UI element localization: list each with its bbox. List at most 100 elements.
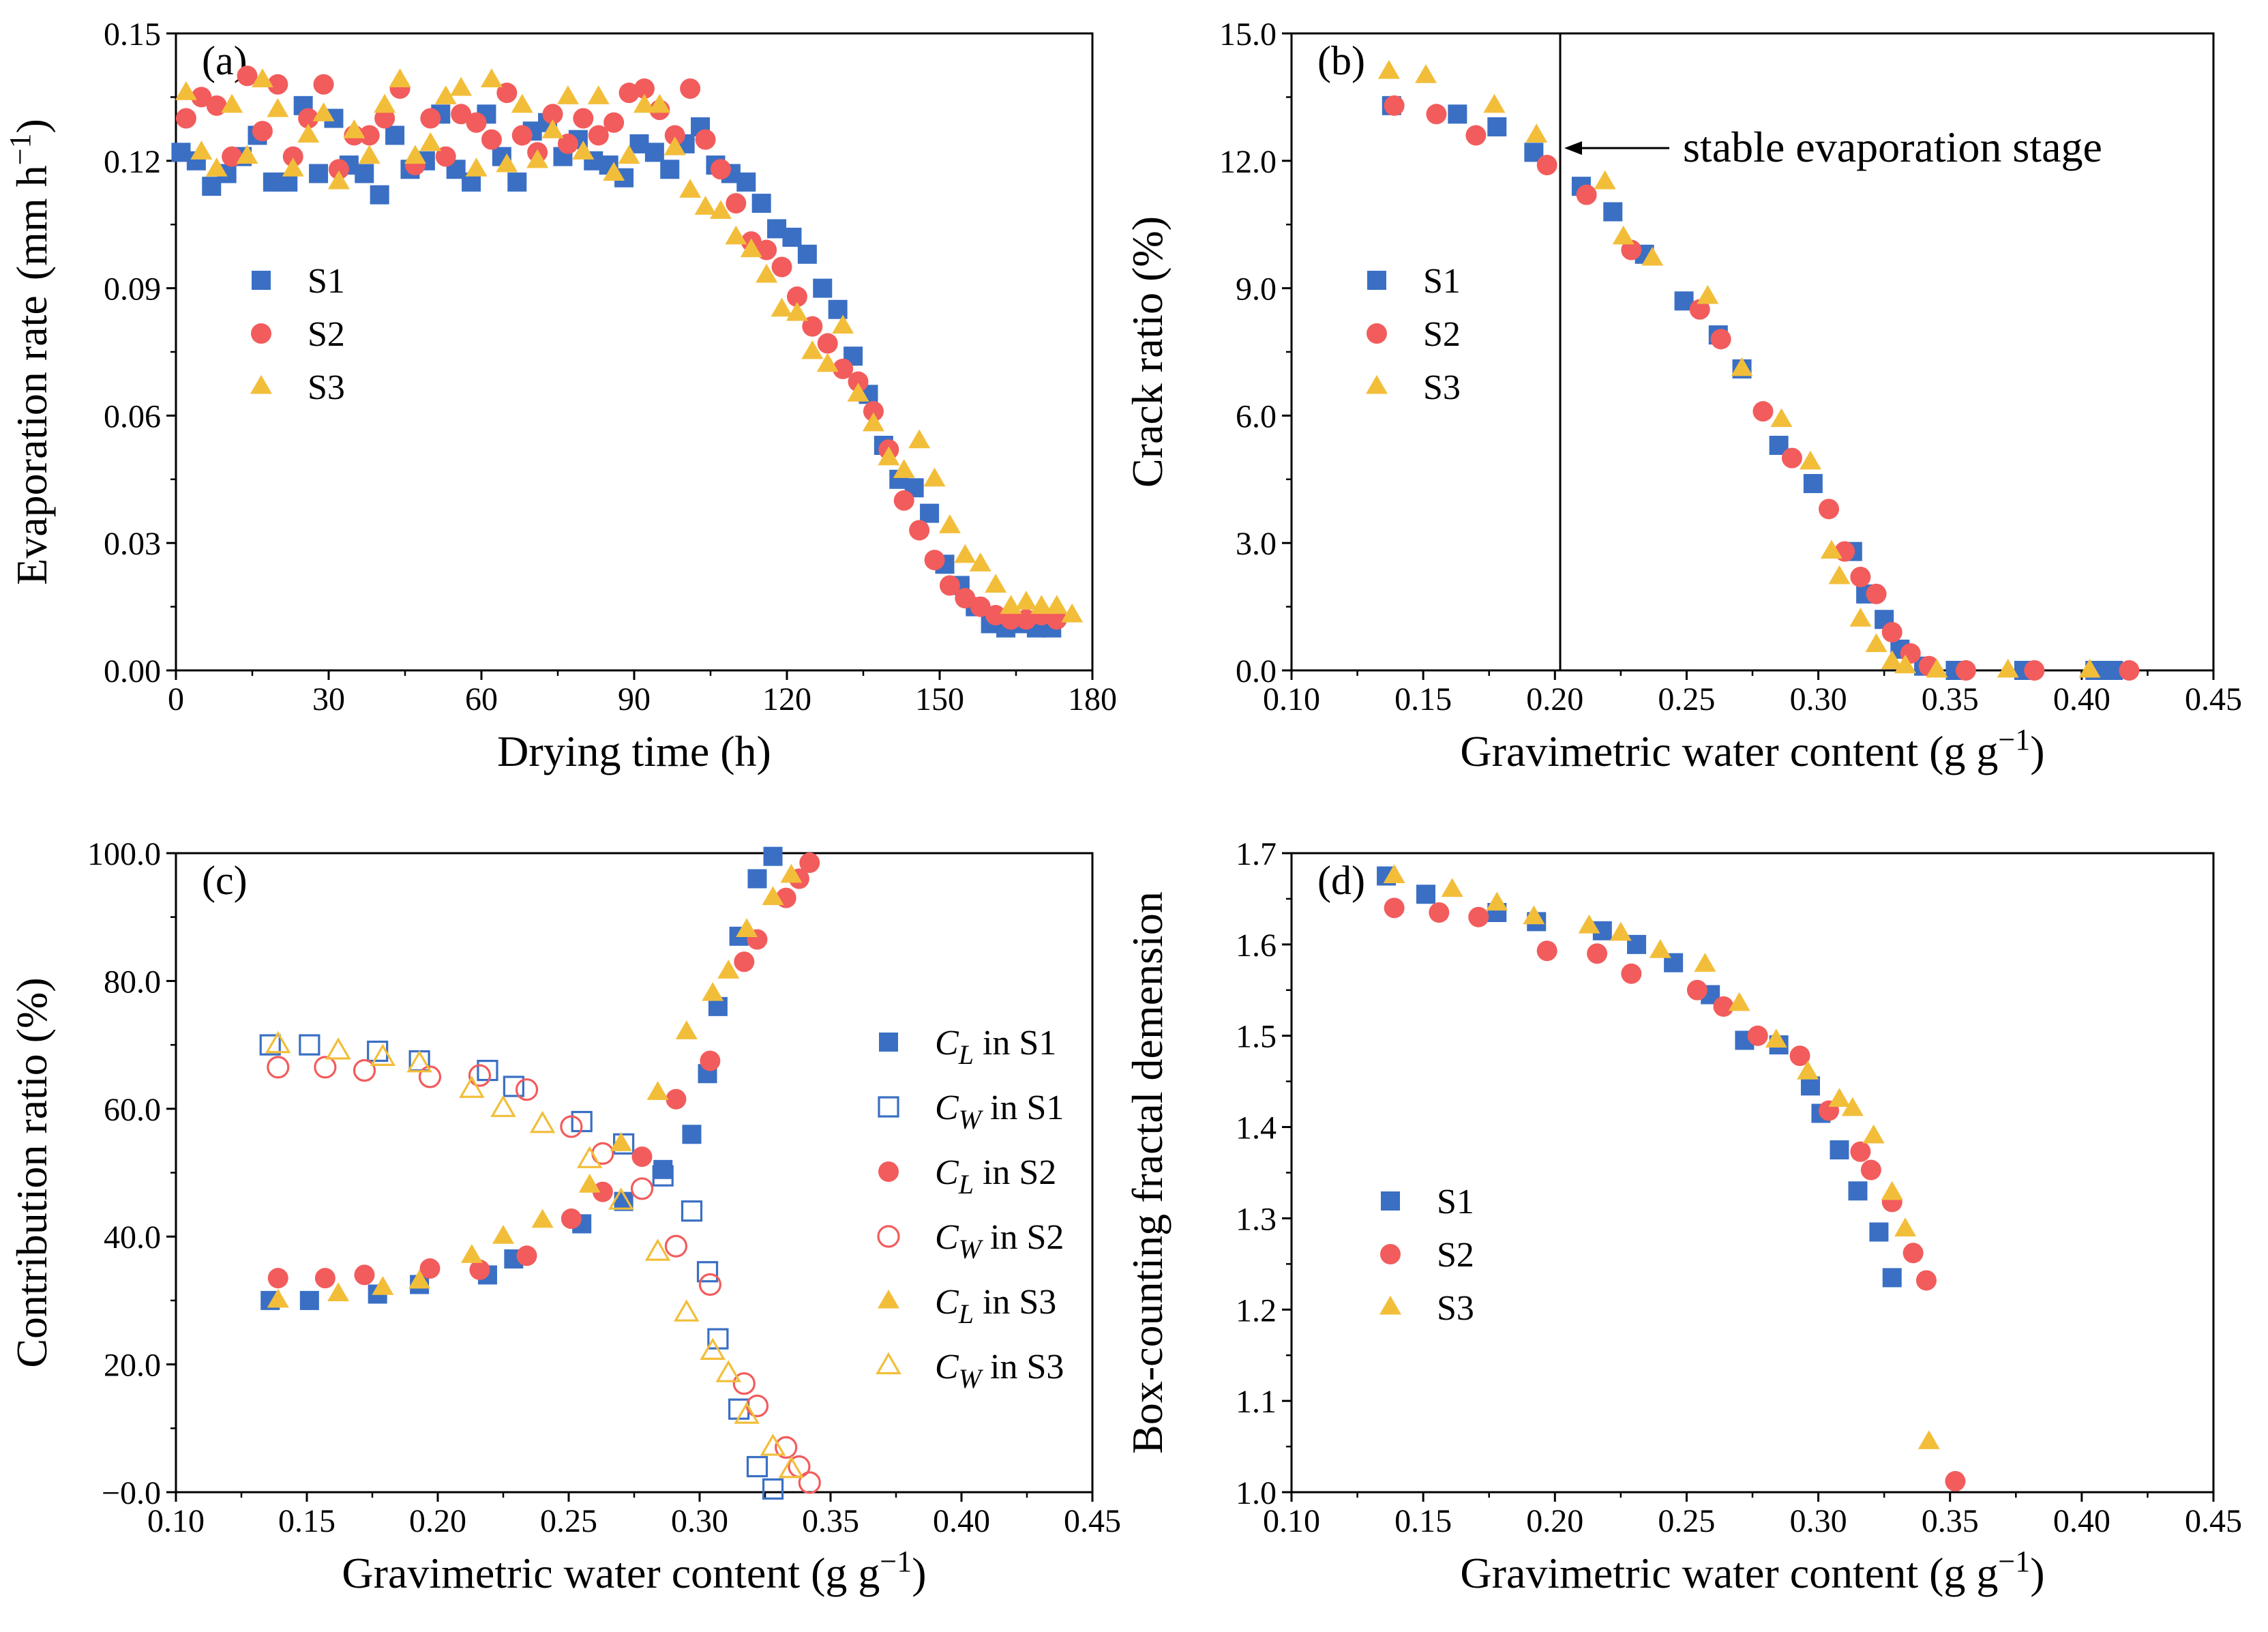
data-point <box>1523 905 1545 925</box>
data-point <box>1441 878 1463 897</box>
data-point <box>1384 95 1405 116</box>
data-point <box>591 1142 614 1165</box>
data-point <box>1000 609 1021 630</box>
data-point <box>1819 499 1840 520</box>
data-point <box>175 108 196 129</box>
y-tick-label: 100.0 <box>87 836 161 872</box>
data-point <box>709 200 732 220</box>
x-tick-label: 0.25 <box>540 1503 597 1539</box>
data-point <box>542 104 563 125</box>
data-point <box>1881 1181 1903 1200</box>
data-point <box>480 68 503 88</box>
y-tick-label: 40.0 <box>104 1219 161 1256</box>
data-point <box>576 1146 603 1168</box>
data-point <box>863 401 884 422</box>
y-axis-label: Box-counting fractal demension <box>1123 891 1172 1454</box>
data-point <box>477 1059 498 1082</box>
data-point <box>1828 565 1851 584</box>
data-point <box>680 78 701 99</box>
y-tick-label: 6.0 <box>1236 398 1277 434</box>
data-point <box>418 1065 442 1088</box>
panel-c: 0.10 0.15 0.20 0.25 0.30 0.35 0.40 0.45 −0.0 20.0… <box>8 836 1121 1597</box>
data-point <box>1697 284 1719 304</box>
series-S2 <box>175 65 1067 630</box>
x-tick-label: 0.40 <box>2053 681 2110 717</box>
data-point <box>267 74 288 95</box>
data-point <box>1578 914 1600 934</box>
data-point <box>419 1258 441 1279</box>
data-point <box>251 68 273 88</box>
legend-label: S1 <box>308 262 345 301</box>
legend-marker <box>878 1161 899 1182</box>
data-point <box>372 1275 394 1295</box>
data-point <box>434 85 457 104</box>
data-point <box>630 1177 654 1200</box>
data-point <box>406 1050 432 1073</box>
data-point <box>938 514 961 533</box>
data-point <box>732 1372 756 1395</box>
data-point <box>1416 885 1436 904</box>
legend: S1 S2 S3 <box>1379 1183 1474 1328</box>
data-point <box>707 1328 729 1350</box>
x-tick-label: 0.35 <box>1922 1503 1979 1539</box>
data-point <box>1689 299 1710 320</box>
data-point <box>359 125 380 146</box>
data-point <box>780 863 803 883</box>
data-point <box>267 1268 288 1289</box>
data-point <box>1487 117 1507 136</box>
data-point <box>1426 104 1447 125</box>
data-point <box>389 68 411 88</box>
data-point <box>1383 864 1405 883</box>
data-point <box>1882 1268 1902 1288</box>
data-point <box>762 886 784 906</box>
data-point <box>299 1034 320 1056</box>
data-point <box>1015 591 1037 610</box>
data-point <box>1612 225 1635 245</box>
data-point <box>1747 1025 1768 1046</box>
data-point <box>1765 1028 1787 1048</box>
data-point <box>1830 1140 1849 1160</box>
x-tick-label: 0.40 <box>933 1503 990 1539</box>
data-point <box>1860 1159 1881 1181</box>
data-point <box>299 1290 319 1310</box>
data-point <box>1694 953 1716 972</box>
data-point <box>717 960 740 979</box>
data-point <box>813 278 833 298</box>
x-axis-label: Gravimetric water content (g g−1) <box>342 1545 926 1597</box>
data-point <box>695 129 716 150</box>
data-point <box>1621 963 1642 984</box>
data-point <box>698 1273 721 1296</box>
data-point <box>603 112 625 133</box>
data-point <box>529 1110 556 1133</box>
data-point <box>644 1238 671 1261</box>
series-S3 <box>175 68 1084 623</box>
data-point <box>1997 658 2019 678</box>
data-point <box>1915 1270 1937 1291</box>
data-point <box>1918 1430 1940 1449</box>
data-point <box>468 1064 492 1087</box>
data-point <box>1850 567 1871 588</box>
data-point <box>608 1187 634 1210</box>
data-point <box>1841 1097 1864 1116</box>
data-point <box>798 1471 821 1494</box>
data-point <box>1848 1181 1868 1201</box>
data-point <box>1828 1088 1851 1107</box>
data-point <box>588 125 609 146</box>
data-point <box>259 1034 281 1056</box>
legend-marker <box>252 271 271 290</box>
data-point <box>633 93 655 113</box>
x-tick-label: 0.25 <box>1658 1503 1715 1539</box>
x-tick-label: 90 <box>618 681 651 717</box>
data-point <box>490 1095 516 1117</box>
data-point <box>1894 1217 1917 1237</box>
data-point <box>801 340 824 359</box>
data-point <box>1894 654 1917 674</box>
y-tick-label: 12.0 <box>1219 144 1277 180</box>
legend-marker <box>1379 1295 1401 1315</box>
data-point <box>1429 902 1450 923</box>
data-point <box>1881 621 1903 642</box>
legend-label: S2 <box>1437 1236 1474 1275</box>
data-point <box>267 1056 290 1079</box>
data-point <box>797 244 817 264</box>
data-point <box>679 179 702 198</box>
